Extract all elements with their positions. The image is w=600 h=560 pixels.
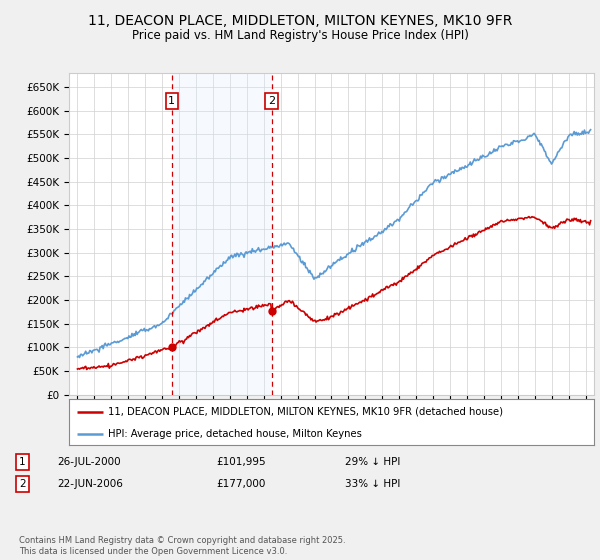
Text: 11, DEACON PLACE, MIDDLETON, MILTON KEYNES, MK10 9FR: 11, DEACON PLACE, MIDDLETON, MILTON KEYN… (88, 14, 512, 28)
Text: 2: 2 (268, 96, 275, 106)
Bar (172, 73, 272, 395)
Text: Price paid vs. HM Land Registry's House Price Index (HPI): Price paid vs. HM Land Registry's House … (131, 29, 469, 42)
Text: £177,000: £177,000 (216, 479, 265, 489)
Text: 11, DEACON PLACE, MIDDLETON, MILTON KEYNES, MK10 9FR (detached house): 11, DEACON PLACE, MIDDLETON, MILTON KEYN… (109, 407, 503, 417)
Text: 33% ↓ HPI: 33% ↓ HPI (345, 479, 400, 489)
Text: HPI: Average price, detached house, Milton Keynes: HPI: Average price, detached house, Milt… (109, 429, 362, 438)
Text: 1: 1 (168, 96, 175, 106)
Text: 22-JUN-2006: 22-JUN-2006 (57, 479, 123, 489)
Text: 2: 2 (19, 479, 26, 489)
Text: 29% ↓ HPI: 29% ↓ HPI (345, 457, 400, 467)
Text: £101,995: £101,995 (216, 457, 266, 467)
Text: 26-JUL-2000: 26-JUL-2000 (57, 457, 121, 467)
Text: 1: 1 (19, 457, 26, 467)
Text: Contains HM Land Registry data © Crown copyright and database right 2025.
This d: Contains HM Land Registry data © Crown c… (19, 536, 346, 556)
